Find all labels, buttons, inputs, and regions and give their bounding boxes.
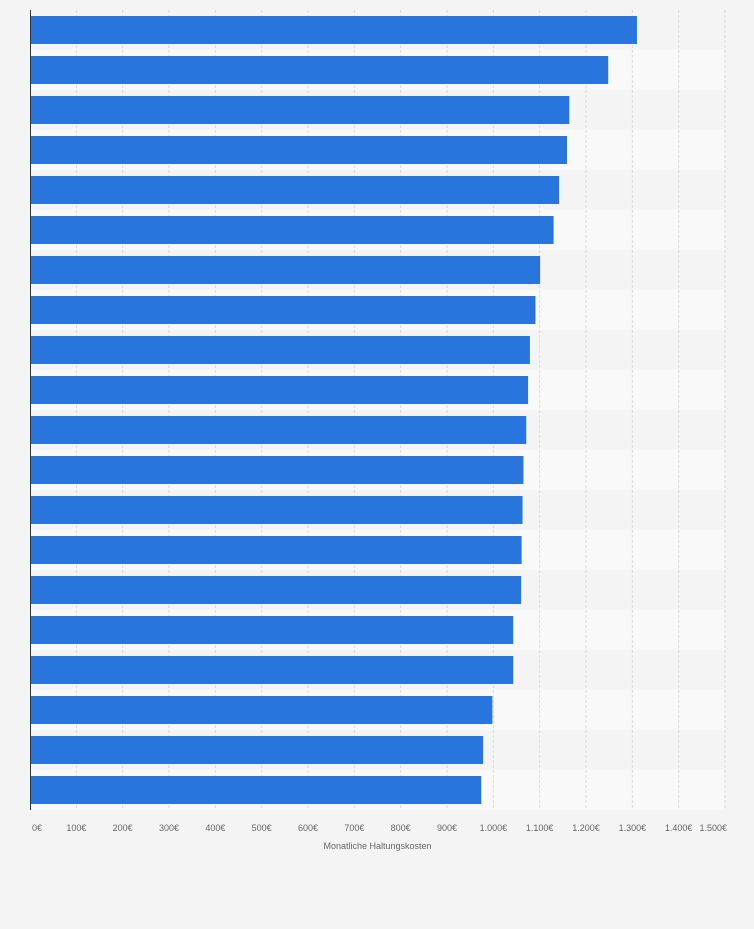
bar[interactable] xyxy=(30,696,493,724)
bar[interactable] xyxy=(30,456,524,484)
bar[interactable] xyxy=(30,616,514,644)
bar[interactable] xyxy=(30,416,527,444)
bar[interactable] xyxy=(30,16,637,44)
x-tick-label: 1.400€ xyxy=(665,823,693,833)
x-tick-label: 1.000€ xyxy=(480,823,508,833)
x-tick-label: 200€ xyxy=(113,823,133,833)
bar[interactable] xyxy=(30,576,522,604)
x-tick-label: 1.100€ xyxy=(526,823,554,833)
bar[interactable] xyxy=(30,296,536,324)
x-tick-label: 100€ xyxy=(66,823,86,833)
x-tick-label: 1.300€ xyxy=(619,823,647,833)
bar[interactable] xyxy=(30,56,609,84)
x-tick-label: 500€ xyxy=(252,823,272,833)
bar[interactable] xyxy=(30,136,568,164)
bar[interactable] xyxy=(30,336,530,364)
bar[interactable] xyxy=(30,776,482,804)
x-tick-label: 300€ xyxy=(159,823,179,833)
bar[interactable] xyxy=(30,536,522,564)
bar[interactable] xyxy=(30,176,560,204)
x-tick-label: 600€ xyxy=(298,823,318,833)
bar[interactable] xyxy=(30,96,570,124)
x-axis-title: Monatliche Haltungskosten xyxy=(323,841,431,851)
bar[interactable] xyxy=(30,736,484,764)
x-tick-label: 0€ xyxy=(32,823,42,833)
x-tick-label: 1.200€ xyxy=(572,823,600,833)
bar[interactable] xyxy=(30,256,541,284)
x-tick-label: 400€ xyxy=(205,823,225,833)
x-tick-label: 700€ xyxy=(344,823,364,833)
x-tick-label: 1.500€ xyxy=(699,823,727,833)
bar[interactable] xyxy=(30,216,554,244)
bar[interactable] xyxy=(30,656,514,684)
bars xyxy=(30,16,637,804)
x-tick-label: 900€ xyxy=(437,823,457,833)
x-tick-labels: 0€ 100€ 200€ 300€ 400€ 500€ 600€ 700€ 800€ 900€ 1.… xyxy=(32,823,727,833)
x-tick-label: 800€ xyxy=(391,823,411,833)
bar[interactable] xyxy=(30,496,523,524)
bar[interactable] xyxy=(30,376,529,404)
